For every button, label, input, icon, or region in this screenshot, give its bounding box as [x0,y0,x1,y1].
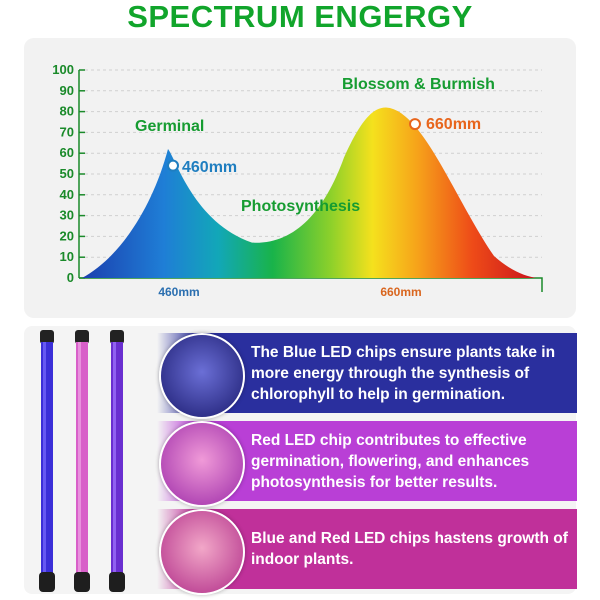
y-tick-label: 10 [60,249,74,264]
x-tick-660: 660mm [380,285,421,299]
peak-marker-blue [167,159,179,172]
red-led-info-band: Red LED chip contributes to effective ge… [157,421,577,507]
annotation-peak-red: 660mm [426,116,481,133]
y-tick-label: 30 [60,208,74,223]
red-led-tube [74,330,90,592]
annotation-photosynthesis: Photosynthesis [241,198,360,215]
peak-marker-red [409,118,421,131]
spectrum-chart-panel: 100 90 80 70 60 50 40 30 20 10 0 Germinal Blossom … [24,38,576,318]
plant-photo-blue-red [159,509,245,595]
x-tick-460: 460mm [158,285,199,299]
y-tick-label: 60 [60,145,74,160]
y-tick-label: 20 [60,228,74,243]
plant-photo-blue [159,333,245,419]
blue-red-led-tube [109,330,125,592]
y-tick-label: 90 [60,83,74,98]
y-tick-label: 0 [67,270,74,285]
y-tick-label: 70 [60,124,74,139]
spectrum-area [82,107,536,278]
blue-led-description: The Blue LED chips ensure plants take in… [251,343,556,403]
blue-led-tube [39,330,55,592]
annotation-germinal: Germinal [135,118,204,135]
y-tick-label: 100 [52,62,74,77]
page-title: SPECTRUM ENGERGY [127,0,473,34]
blue-red-led-description: Blue and Red LED chips hastens growth of… [251,530,568,568]
x-axis-line [79,277,543,292]
blue-red-led-info-band: Blue and Red LED chips hastens growth of… [157,509,577,595]
annotation-blossom: Blossom & Burmish [342,76,495,93]
red-led-description: Red LED chip contributes to effective ge… [251,431,530,491]
blue-led-info-band: The Blue LED chips ensure plants take in… [157,333,577,419]
plant-photo-red [159,421,245,507]
annotation-peak-blue: 460mm [182,159,237,176]
y-tick-label: 80 [60,104,74,119]
y-tick-label: 40 [60,187,74,202]
y-tick-label: 50 [60,166,74,181]
